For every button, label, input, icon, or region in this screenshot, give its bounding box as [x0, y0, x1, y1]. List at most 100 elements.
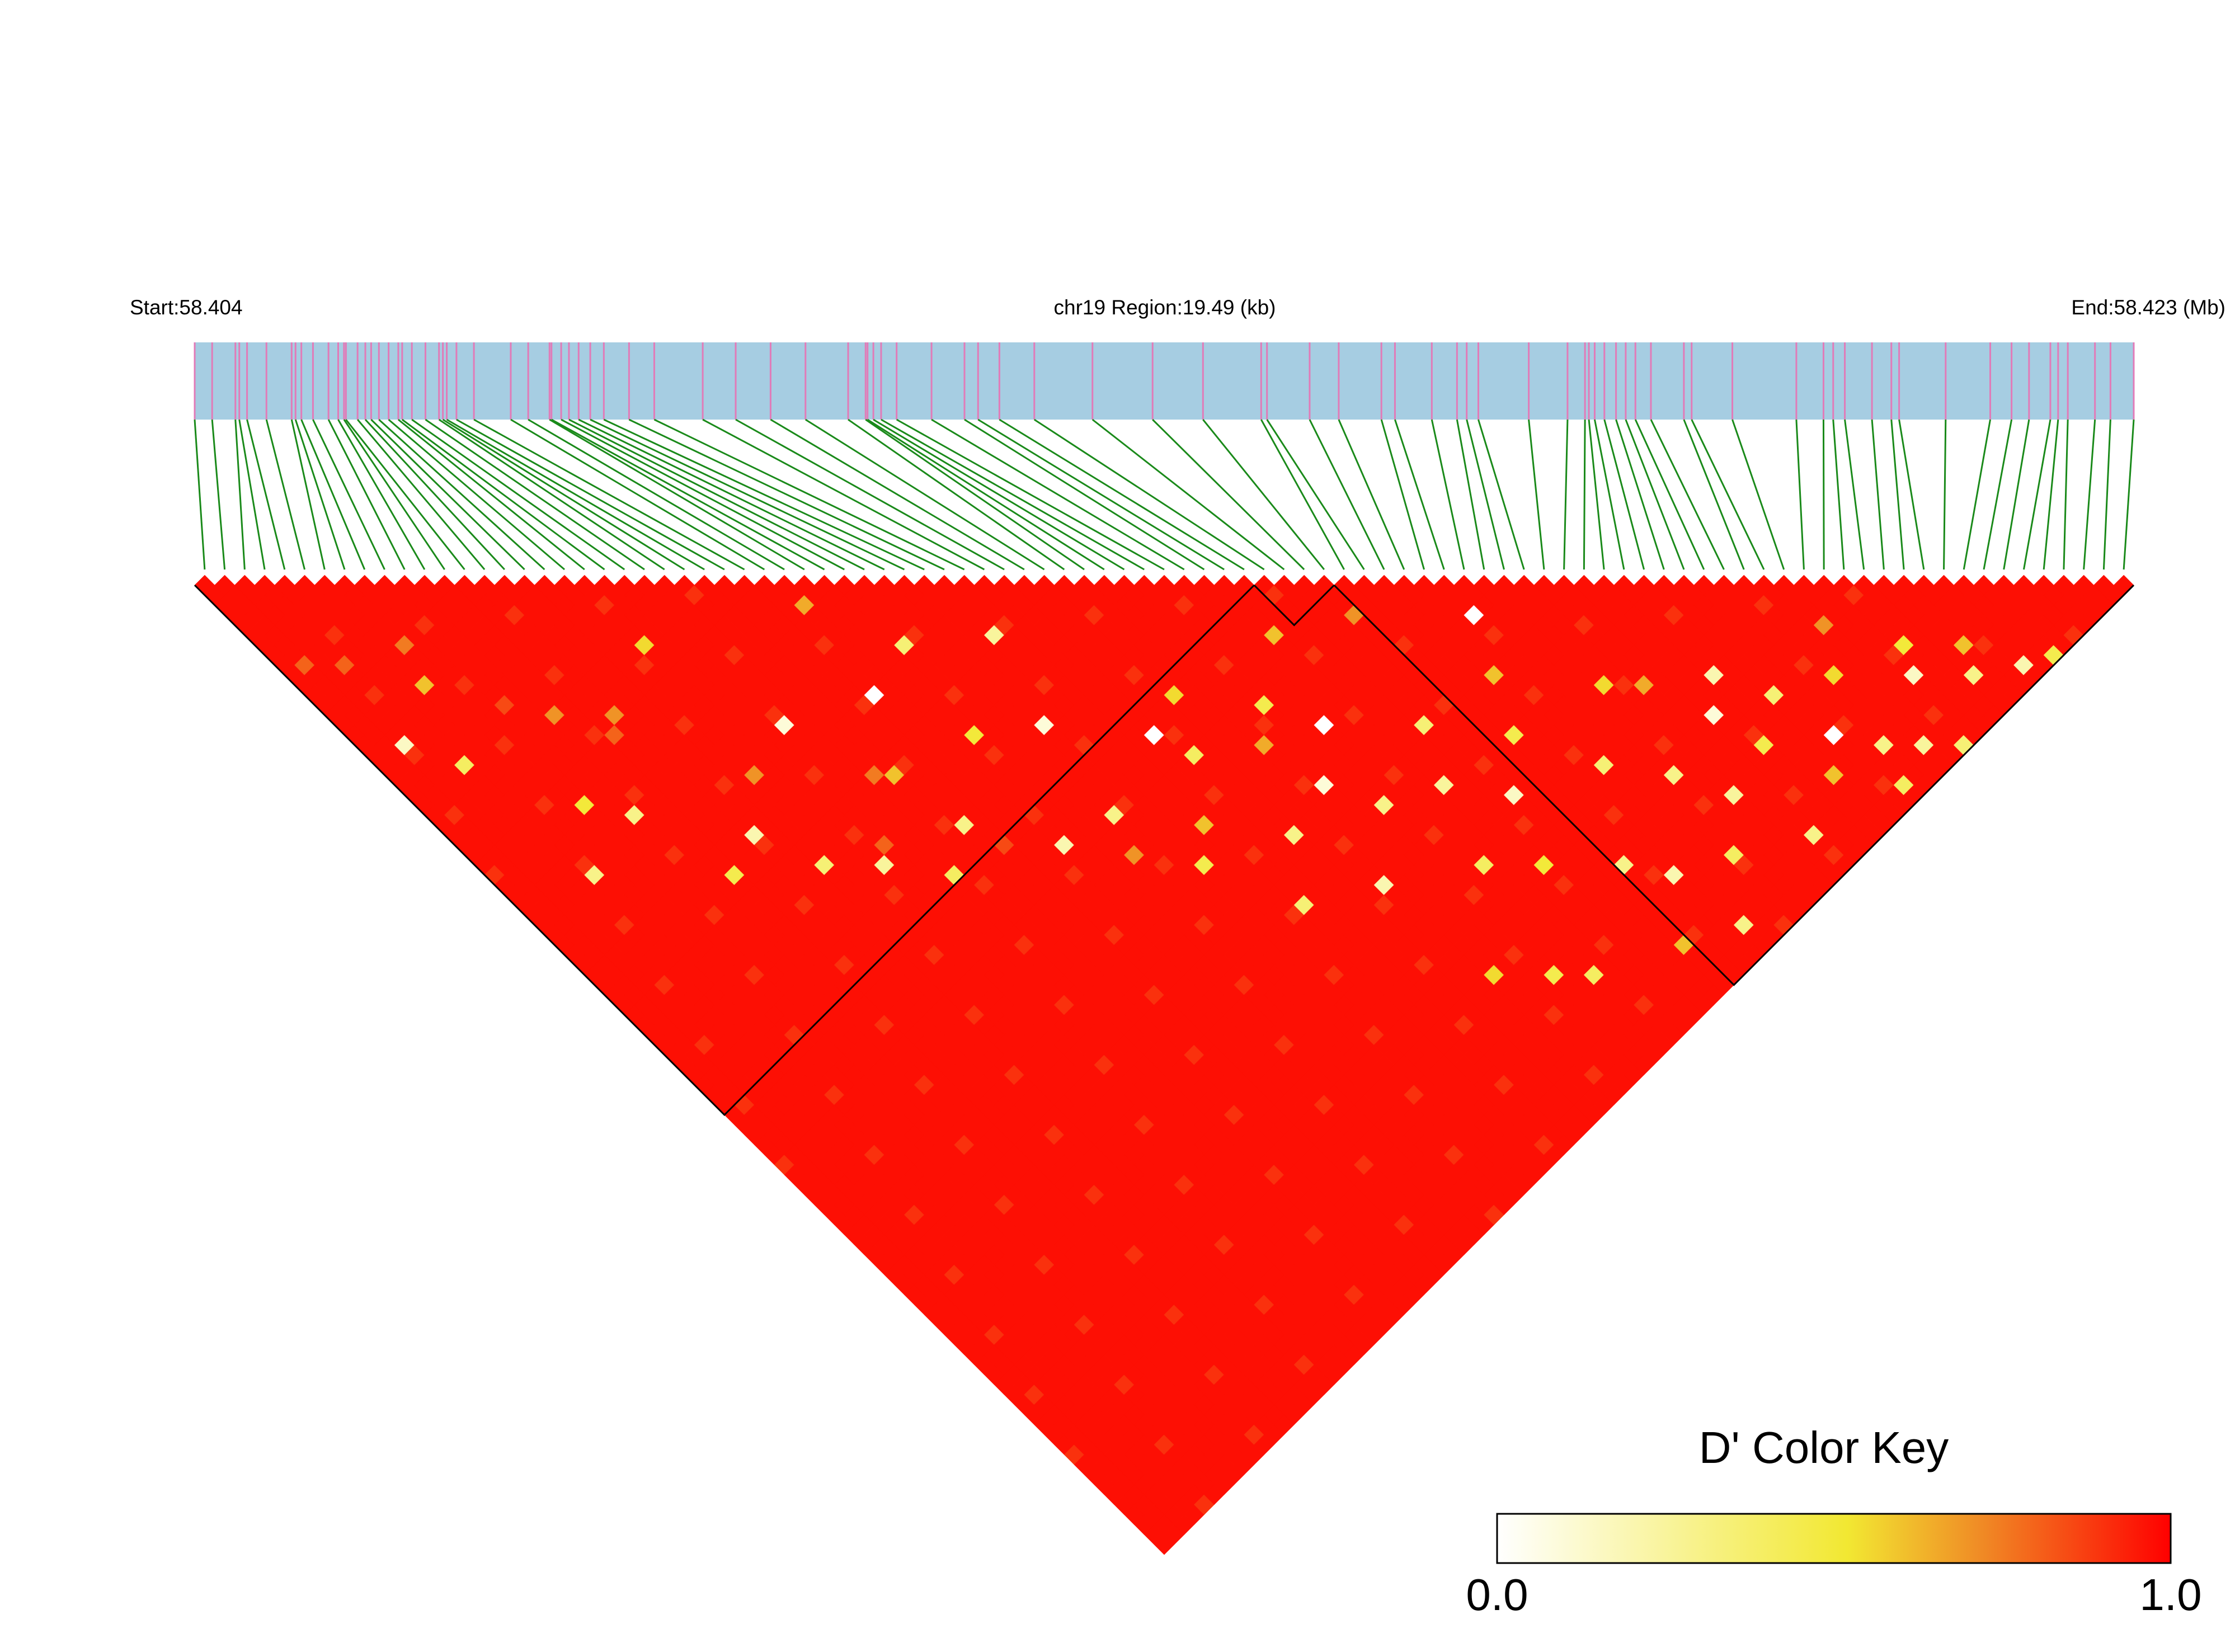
snp-link	[1603, 419, 1645, 570]
snp-link	[1795, 419, 1805, 570]
snp-link	[510, 418, 765, 571]
snp-link	[294, 419, 346, 570]
snp-link	[1563, 419, 1569, 570]
snp-link	[345, 419, 465, 570]
snp-link	[425, 418, 645, 571]
snp-link	[312, 419, 385, 570]
snp-link	[1456, 419, 1485, 570]
snp-link	[1963, 419, 1991, 570]
snp-link	[1260, 419, 1345, 570]
snp-link	[770, 418, 1025, 571]
snp-link	[603, 418, 925, 571]
snp-link	[2123, 419, 2135, 570]
snp-link	[1871, 419, 1885, 570]
snp-link	[1380, 419, 1425, 570]
snp-link	[735, 418, 1005, 571]
end-label: End:58.423 (Mb)	[2071, 296, 2225, 319]
snp-link	[1202, 419, 1325, 570]
snp-link	[1890, 419, 1905, 570]
snp-link	[1683, 419, 1745, 570]
snp-link	[337, 419, 426, 570]
snp-link	[2043, 419, 2059, 570]
snp-link	[1588, 419, 1605, 570]
snp-link	[1943, 419, 1947, 570]
snp-link	[446, 418, 705, 571]
color-key-title: D' Color Key	[1699, 1423, 1949, 1472]
snp-link	[1844, 419, 1865, 570]
snp-link	[1033, 418, 1265, 571]
snp-link	[628, 418, 945, 571]
snp-link	[1691, 419, 1765, 570]
snp-link	[1152, 418, 1305, 571]
snp-link	[1634, 419, 1705, 570]
snp-link	[1625, 419, 1685, 570]
snp-link	[456, 418, 725, 571]
snp-link	[238, 419, 266, 570]
snp-link	[590, 418, 905, 571]
snp-link	[401, 418, 605, 571]
snp-link	[896, 418, 1165, 571]
snp-connector-lines	[194, 418, 2135, 571]
snp-link	[1309, 419, 1385, 570]
snp-link	[804, 418, 1045, 571]
snp-link	[1593, 419, 1625, 570]
snp-link	[2083, 419, 2096, 570]
color-key-min-label: 0.0	[1466, 1570, 1528, 1620]
snp-link	[2102, 419, 2111, 570]
snp-link	[1583, 419, 1586, 570]
snp-link	[653, 418, 965, 571]
snp-link	[1338, 419, 1405, 570]
color-key-max-label: 1.0	[2139, 1570, 2201, 1620]
snp-link	[378, 418, 545, 571]
snp-link	[1528, 419, 1545, 570]
snp-link	[2063, 419, 2069, 570]
snp-link	[1091, 418, 1285, 571]
snp-link	[1478, 419, 1525, 570]
snp-link	[528, 418, 785, 571]
snp-link	[343, 419, 445, 570]
snp-link	[211, 419, 226, 570]
snp-link	[561, 418, 845, 571]
color-key-bar	[1496, 1513, 2172, 1564]
snp-link	[265, 419, 305, 570]
snp-link	[370, 418, 525, 571]
snp-link	[1822, 419, 1825, 570]
snp-link	[1431, 419, 1465, 570]
snp-link	[568, 418, 865, 571]
snp-link	[356, 419, 486, 570]
snp-link	[1466, 419, 1505, 570]
snp-link	[442, 418, 685, 571]
snp-link	[1266, 419, 1365, 570]
snp-link	[867, 418, 1105, 571]
snp-link	[702, 418, 985, 571]
snp-link	[246, 419, 286, 570]
snp-link	[473, 418, 745, 571]
snp-link	[1650, 419, 1725, 570]
snp-link	[977, 418, 1225, 571]
snp-link	[388, 418, 566, 571]
snp-link	[364, 418, 505, 571]
snp-link	[397, 418, 585, 571]
snp-link	[549, 418, 805, 571]
snp-link	[931, 418, 1185, 571]
snp-link	[411, 418, 625, 571]
snp-link	[1615, 419, 1665, 570]
ld-cell-grid	[194, 575, 2134, 1555]
snp-link	[1832, 419, 1845, 570]
snp-link	[551, 418, 825, 571]
snp-link	[2003, 419, 2030, 570]
snp-link	[1898, 419, 1925, 570]
snp-link	[1731, 419, 1785, 570]
snp-link	[881, 418, 1145, 571]
snp-link	[290, 419, 326, 570]
snp-link	[2022, 419, 2052, 570]
region-label: chr19 Region:19.49 (kb)	[1054, 296, 1276, 319]
snp-link	[1394, 419, 1445, 570]
snp-track	[195, 342, 2134, 420]
snp-link	[1983, 419, 2013, 570]
snp-link	[964, 418, 1205, 571]
snp-link	[194, 419, 206, 570]
snp-link	[300, 419, 366, 570]
start-label: Start:58.404	[130, 296, 243, 319]
snp-link	[438, 418, 665, 571]
